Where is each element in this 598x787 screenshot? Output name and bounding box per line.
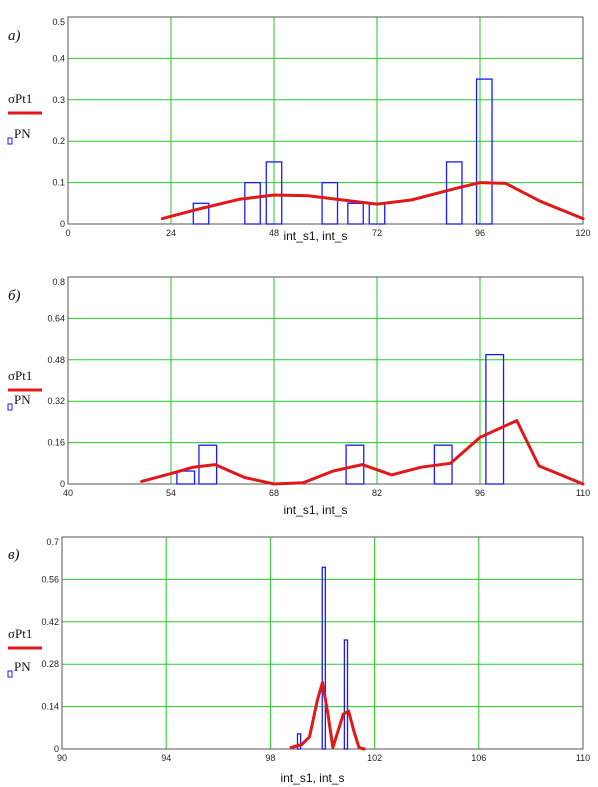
y-tick-label: 0.4 [52, 53, 65, 63]
x-tick-label: 102 [367, 753, 382, 763]
x-tick-label: 96 [475, 228, 485, 238]
pn-bar [321, 566, 327, 750]
legend-sigma-label: σPt1 [8, 626, 32, 641]
legend-sigma-label: σPt1 [8, 368, 32, 383]
legend-sigma-label: σPt1 [8, 91, 32, 106]
x-axis-label: int_s1, int_s [283, 229, 347, 243]
sigma-curve [160, 181, 585, 221]
plot-frame [67, 276, 584, 485]
legend-pn-swatch [7, 137, 13, 145]
x-tick-label: 72 [372, 228, 382, 238]
legend-pn-label: PN [14, 392, 31, 407]
x-tick-label: 98 [265, 753, 275, 763]
x-tick-label: 96 [475, 488, 485, 498]
plot-frame [67, 16, 584, 225]
x-tick-label: 0 [65, 228, 70, 238]
pn-bar [321, 181, 339, 225]
x-axis-label: int_s1, int_s [280, 771, 344, 785]
y-tick-label: 0.48 [47, 355, 65, 365]
x-tick-label: 68 [269, 488, 279, 498]
legend-pn-label: PN [14, 659, 31, 674]
y-tick-label: 0.14 [41, 702, 59, 712]
y-tick-label: 0.56 [41, 574, 59, 584]
panel-label: а) [8, 28, 21, 44]
chart-panel-3: 90 94 98 102 106 110 0 0.14 0.28 0.42 0.56 0.7 в) σPt… [7, 536, 590, 785]
panel-label: в) [8, 547, 20, 563]
chart-panel-1: 0 24 48 72 96 120 0 0.1 0.2 0.3 0.4 0.5 а) σPt1 PN int_… [7, 16, 591, 243]
legend-pn-swatch [7, 403, 13, 411]
sigma-curve [289, 680, 366, 751]
x-tick-label: 24 [166, 228, 176, 238]
pn-bar [192, 202, 210, 225]
y-tick-label: 0.2 [52, 136, 65, 146]
pn-bar [347, 202, 364, 225]
pn-bar [445, 161, 463, 225]
pn-bar [244, 181, 261, 225]
legend-pn-label: PN [14, 126, 31, 141]
pn-bar [343, 639, 349, 750]
y-tick-label: 0 [54, 744, 59, 754]
y-tick-label: 0.8 [52, 277, 65, 287]
pn-bar [475, 78, 493, 225]
x-axis-label: int_s1, int_s [283, 503, 347, 517]
sigma-curve [140, 419, 585, 486]
pn-bar [485, 353, 505, 485]
y-tick-label: 0 [60, 479, 65, 489]
y-tick-label: 0 [60, 219, 65, 229]
y-tick-label: 0.5 [52, 17, 65, 27]
x-tick-label: 54 [166, 488, 176, 498]
y-tick-label: 0.16 [47, 438, 65, 448]
x-tick-label: 110 [576, 753, 590, 763]
x-tick-label: 106 [471, 753, 486, 763]
y-tick-label: 0.42 [41, 617, 59, 627]
x-tick-label: 94 [161, 753, 171, 763]
chart-panel-2: 40 54 68 82 96 110 0 0.16 0.32 0.48 0.64 0.8 б) σPt1 P… [7, 276, 590, 517]
x-tick-label: 48 [269, 228, 279, 238]
y-tick-label: 0.64 [47, 313, 65, 323]
panel-label: б) [8, 288, 21, 304]
x-tick-label: 120 [575, 228, 590, 238]
pn-bar [296, 733, 302, 750]
x-tick-label: 82 [372, 488, 382, 498]
x-tick-label: 40 [63, 488, 73, 498]
y-tick-label: 0.32 [47, 396, 65, 406]
legend-pn-swatch [7, 670, 13, 678]
y-tick-label: 0.3 [52, 95, 65, 105]
pn-bar [176, 470, 196, 485]
y-tick-label: 0.28 [41, 659, 59, 669]
x-tick-label: 110 [576, 488, 590, 498]
pn-bar [265, 161, 283, 225]
y-tick-label: 0.1 [52, 178, 65, 188]
y-tick-label: 0.7 [46, 537, 59, 547]
x-tick-label: 90 [57, 753, 67, 763]
